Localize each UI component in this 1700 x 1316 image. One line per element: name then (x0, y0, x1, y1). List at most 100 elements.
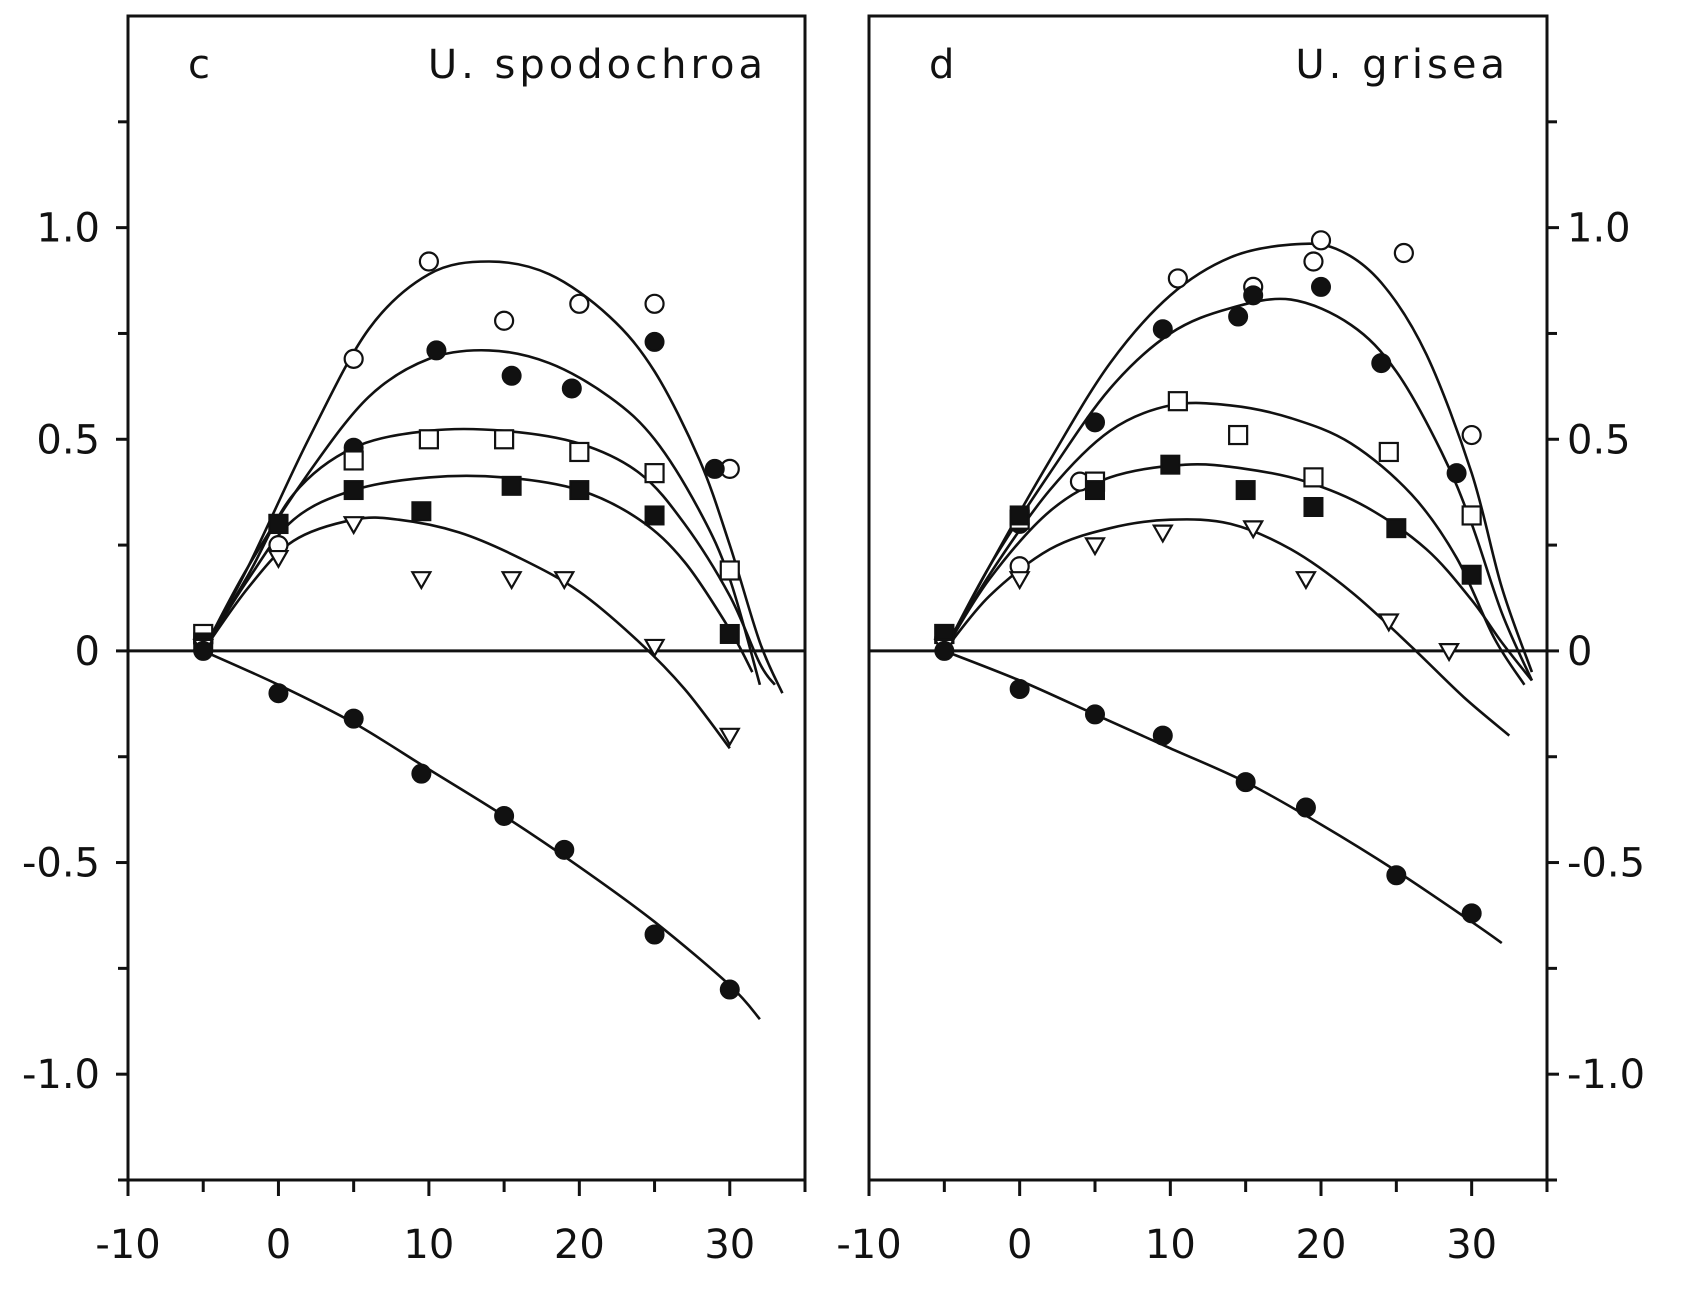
y-tick-label: -0.5 (22, 841, 100, 887)
series-3-point (1378, 441, 1399, 463)
series-6-point (1085, 704, 1105, 725)
series-6-point (1461, 903, 1482, 924)
series-1-point (644, 293, 665, 314)
series-5-point (718, 727, 741, 747)
series-4-point (1009, 505, 1030, 526)
series-1-point (1310, 230, 1332, 251)
series-5-point (1377, 613, 1400, 633)
series-6-point (343, 708, 364, 729)
panel-c-title: U. spodochroa (428, 42, 767, 88)
series-5-point (1242, 520, 1265, 540)
series-6-point (644, 924, 665, 945)
series-5-point (500, 571, 523, 591)
panel-c-markers (192, 251, 741, 1000)
y-tick-label: -0.5 (1567, 841, 1645, 887)
series-3-curve (202, 427, 776, 686)
panel-d-letter: d (929, 42, 954, 88)
panel-c-y-ticks: -1.0 -0.5 0 0.5 1.0 (22, 120, 128, 1182)
series-1-point (418, 251, 439, 272)
series-4-point (501, 475, 522, 496)
series-2-point (1152, 319, 1173, 340)
series-6-point (1235, 772, 1256, 793)
series-4-point (343, 480, 364, 501)
series-1-point (1303, 251, 1324, 272)
series-4-point (1235, 480, 1256, 501)
series-2-point (501, 365, 522, 386)
series-5-point (1084, 537, 1106, 557)
series-3-point (719, 560, 740, 581)
y-tick-label: 0.5 (36, 417, 100, 463)
x-tick-label: 30 (704, 1222, 755, 1268)
series-6-point (1295, 797, 1316, 818)
series-6-point (719, 979, 740, 1000)
x-tick-label: -10 (95, 1222, 160, 1268)
series-6-point (193, 640, 214, 661)
series-3-curve (943, 401, 1526, 686)
series-6-point (1009, 679, 1030, 700)
panel-c: -1.0 -0.5 0 0.5 1.0 -10 0 10 20 30 c U. spodochr… (22, 14, 807, 1268)
x-tick-label: 10 (403, 1222, 454, 1268)
x-tick-label: 30 (1446, 1222, 1497, 1268)
series-5-curve (943, 518, 1511, 737)
series-6-point (268, 683, 289, 704)
series-4-curve (943, 463, 1533, 682)
y-tick-label: -1.0 (22, 1052, 100, 1098)
series-4-point (1303, 496, 1324, 517)
x-tick-label: 0 (266, 1222, 291, 1268)
series-1-point (1167, 268, 1188, 289)
series-4-point (1085, 480, 1105, 501)
panel-c-letter: c (188, 42, 210, 88)
series-5-point (553, 571, 576, 591)
series-4-point (644, 505, 665, 526)
series-1-curve (202, 260, 784, 694)
series-5-point (1295, 571, 1317, 591)
y-tick-label: 0 (1567, 629, 1592, 675)
series-3-point (418, 429, 439, 450)
series-3-point (494, 429, 515, 450)
series-6-point (554, 839, 575, 860)
panel-d: -1.0 -0.5 0 0.5 1.0 -10 0 10 20 30 d U. grisea (836, 14, 1645, 1268)
series-5-point (410, 571, 433, 591)
series-6-point (934, 640, 955, 661)
series-6-curve (202, 649, 761, 1021)
series-2-point (426, 340, 447, 361)
series-4-point (1461, 564, 1482, 585)
x-tick-label: 10 (1145, 1222, 1196, 1268)
series-6-point (411, 763, 432, 784)
y-tick-label: 0.5 (1567, 417, 1631, 463)
series-1-point (1393, 242, 1414, 264)
series-2-point (1085, 412, 1105, 433)
panel-c-x-ticks: -10 0 10 20 30 (95, 1180, 807, 1268)
series-5-point (643, 638, 666, 658)
series-3-point (1228, 424, 1249, 446)
series-2-point (1243, 285, 1264, 306)
x-tick-label: 0 (1007, 1222, 1032, 1268)
series-1-curve (943, 242, 1534, 673)
series-1-point (494, 310, 515, 331)
series-4-point (268, 513, 289, 534)
x-tick-label: -10 (836, 1222, 901, 1268)
series-5-point (1438, 643, 1460, 663)
panel-d-frame (867, 14, 1549, 1182)
y-tick-label: 0 (75, 629, 100, 675)
series-4-point (411, 501, 432, 522)
series-3-point (1167, 391, 1188, 412)
series-3-point (644, 463, 665, 484)
series-6-curve (943, 649, 1503, 945)
panel-d-y-ticks: -1.0 -0.5 0 0.5 1.0 (1547, 120, 1645, 1182)
series-4-point (1386, 518, 1407, 539)
series-2-point (1228, 306, 1249, 327)
y-tick-label: -1.0 (1567, 1052, 1645, 1098)
series-3-point (569, 441, 590, 463)
x-tick-label: 20 (1296, 1222, 1347, 1268)
series-5-point (342, 516, 365, 536)
y-tick-label: 1.0 (1567, 206, 1631, 252)
series-3-point (1461, 505, 1482, 526)
series-6-point (494, 805, 515, 826)
series-2-point (1371, 353, 1392, 374)
series-4-point (569, 480, 590, 501)
series-5-point (1008, 571, 1031, 591)
panel-d-curves (943, 242, 1534, 945)
series-1-point (343, 348, 364, 369)
